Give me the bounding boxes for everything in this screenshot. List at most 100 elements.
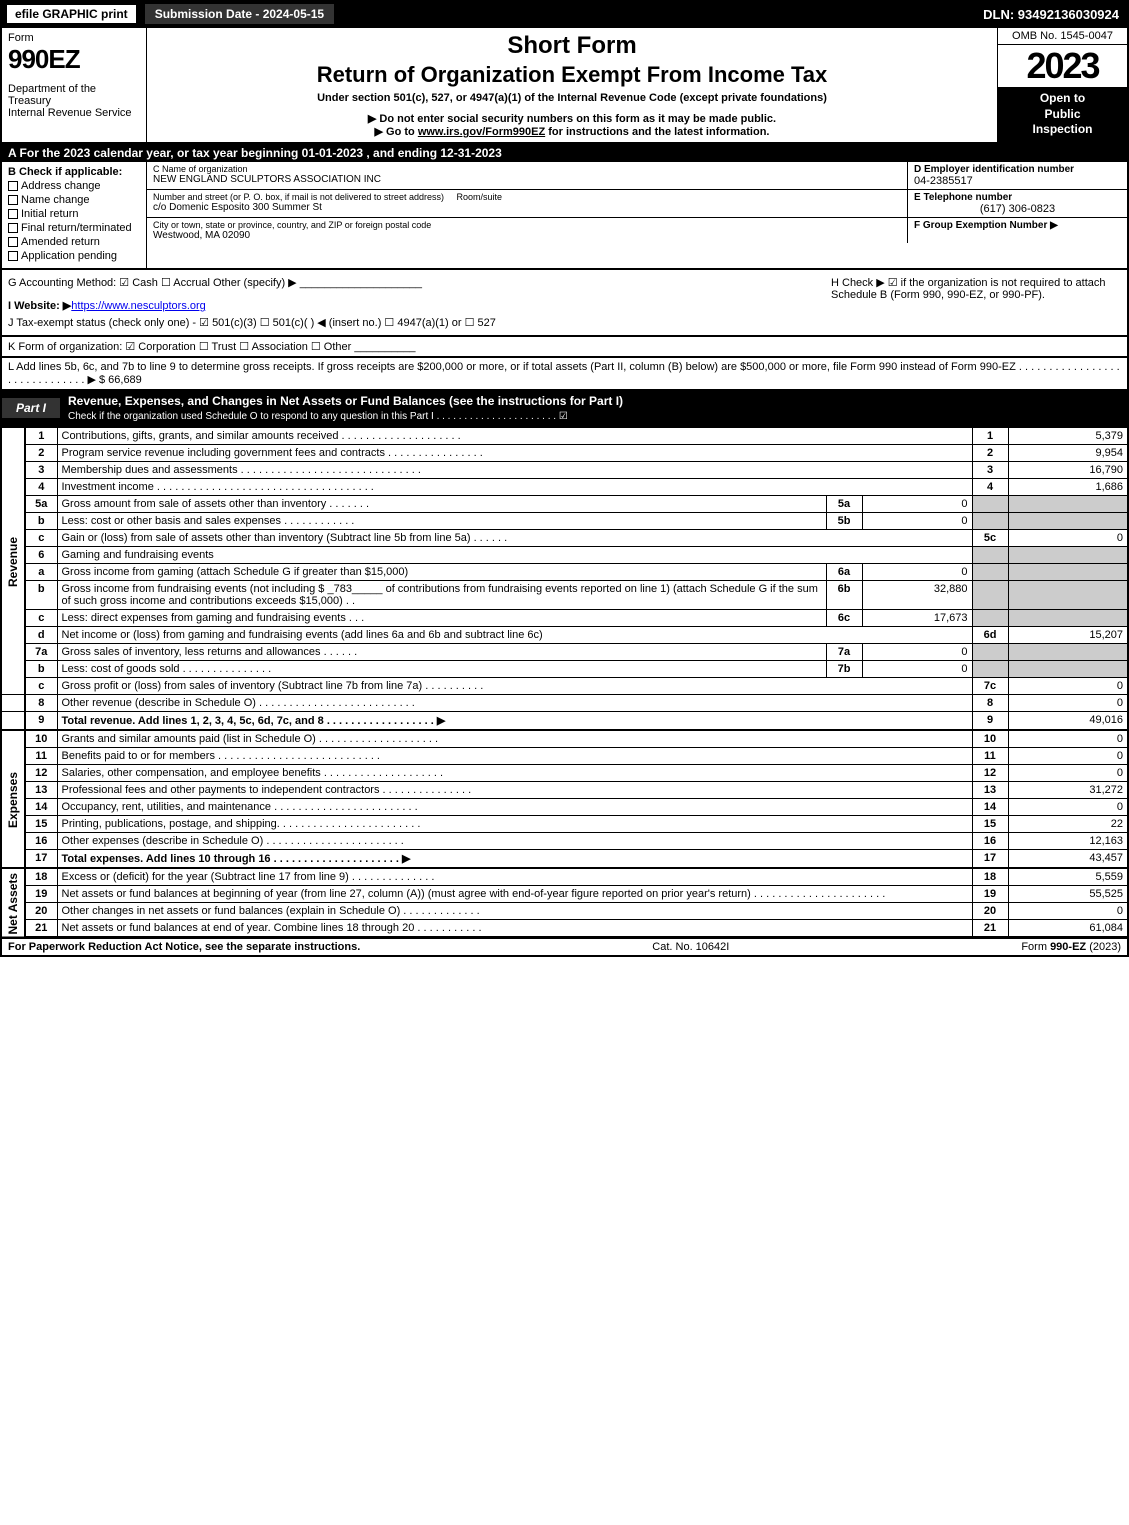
efile-print-button[interactable]: efile GRAPHIC print xyxy=(6,4,137,24)
line-5a: 5aGross amount from sale of assets other… xyxy=(1,496,1128,513)
form-word: Form xyxy=(8,32,140,44)
line-7c: cGross profit or (loss) from sales of in… xyxy=(1,678,1128,695)
revenue-side-label: Revenue xyxy=(1,428,25,695)
chk-final-return[interactable]: Final return/terminated xyxy=(8,222,140,234)
city-label: City or town, state or province, country… xyxy=(153,220,901,230)
part-1-header: Part I Revenue, Expenses, and Changes in… xyxy=(0,391,1129,427)
col-b-checkboxes: B Check if applicable: Address change Na… xyxy=(2,162,147,268)
page-footer: For Paperwork Reduction Act Notice, see … xyxy=(0,938,1129,957)
line-7a: 7aGross sales of inventory, less returns… xyxy=(1,644,1128,661)
chk-application-pending[interactable]: Application pending xyxy=(8,250,140,262)
line-16: 16Other expenses (describe in Schedule O… xyxy=(1,833,1128,850)
line-7b: bLess: cost of goods sold . . . . . . . … xyxy=(1,661,1128,678)
chk-address-change[interactable]: Address change xyxy=(8,180,140,192)
j-tax-exempt: J Tax-exempt status (check only one) - ☑… xyxy=(8,316,821,329)
line-21: 21Net assets or fund balances at end of … xyxy=(1,920,1128,938)
section-ghij: G Accounting Method: ☑ Cash ☐ Accrual Ot… xyxy=(0,270,1129,337)
submission-date-label: Submission Date - 2024-05-15 xyxy=(145,4,334,24)
room-label: Room/suite xyxy=(456,192,502,202)
footer-form-ref: Form 990-EZ (2023) xyxy=(1021,941,1121,953)
revenue-table: Revenue 1Contributions, gifts, grants, a… xyxy=(0,427,1129,730)
line-20: 20Other changes in net assets or fund ba… xyxy=(1,903,1128,920)
line-6: 6Gaming and fundraising events xyxy=(1,547,1128,564)
line-10: Expenses 10Grants and similar amounts pa… xyxy=(1,731,1128,748)
line-3: 3Membership dues and assessments . . . .… xyxy=(1,462,1128,479)
f-label: F Group Exemption Number ▶ xyxy=(914,220,1121,231)
expenses-table: Expenses 10Grants and similar amounts pa… xyxy=(0,730,1129,868)
row-k: K Form of organization: ☑ Corporation ☐ … xyxy=(0,337,1129,358)
form-number: 990EZ xyxy=(8,44,140,75)
row-l: L Add lines 5b, 6c, and 7b to line 9 to … xyxy=(0,358,1129,391)
main-title: Return of Organization Exempt From Incom… xyxy=(155,62,989,88)
omb-number: OMB No. 1545-0047 xyxy=(998,28,1127,45)
chk-amended-return[interactable]: Amended return xyxy=(8,236,140,248)
open-to-public-box: Open to Public Inspection xyxy=(998,87,1127,142)
chk-initial-return[interactable]: Initial return xyxy=(8,208,140,220)
chk-name-change[interactable]: Name change xyxy=(8,194,140,206)
line-2: 2Program service revenue including gover… xyxy=(1,445,1128,462)
line-19: 19Net assets or fund balances at beginni… xyxy=(1,886,1128,903)
dept-line-1: Department of the Treasury xyxy=(8,83,140,107)
line-6b: bGross income from fundraising events (n… xyxy=(1,581,1128,610)
address-value: c/o Domenic Esposito 300 Summer St xyxy=(153,202,901,213)
open-line-1: Open to xyxy=(1002,91,1123,107)
line-6a: aGross income from gaming (attach Schedu… xyxy=(1,564,1128,581)
net-assets-table: Net Assets 18Excess or (deficit) for the… xyxy=(0,868,1129,938)
netassets-side-label: Net Assets xyxy=(1,869,25,938)
header-right: OMB No. 1545-0047 2023 Open to Public In… xyxy=(997,28,1127,142)
i-website: I Website: ▶https://www.nesculptors.org xyxy=(8,299,821,312)
row-a-tax-year: A For the 2023 calendar year, or tax yea… xyxy=(0,144,1129,162)
line-17: 17Total expenses. Add lines 10 through 1… xyxy=(1,850,1128,868)
line-15: 15Printing, publications, postage, and s… xyxy=(1,816,1128,833)
header-center: Short Form Return of Organization Exempt… xyxy=(147,28,997,142)
ein-value: 04-2385517 xyxy=(914,175,1121,187)
org-name: NEW ENGLAND SCULPTORS ASSOCIATION INC xyxy=(153,174,901,185)
line-6c: cLess: direct expenses from gaming and f… xyxy=(1,610,1128,627)
open-line-2: Public xyxy=(1002,107,1123,123)
line-4: 4Investment income . . . . . . . . . . .… xyxy=(1,479,1128,496)
section-bcdef: B Check if applicable: Address change Na… xyxy=(0,162,1129,270)
phone-value: (617) 306-0823 xyxy=(914,203,1121,215)
c-label: C Name of organization xyxy=(153,164,901,174)
line-18: Net Assets 18Excess or (deficit) for the… xyxy=(1,869,1128,886)
line-1: Revenue 1Contributions, gifts, grants, a… xyxy=(1,428,1128,445)
line-12: 12Salaries, other compensation, and empl… xyxy=(1,765,1128,782)
line-14: 14Occupancy, rent, utilities, and mainte… xyxy=(1,799,1128,816)
dept-line-2: Internal Revenue Service xyxy=(8,107,140,119)
line-6d: dNet income or (loss) from gaming and fu… xyxy=(1,627,1128,644)
city-cell: City or town, state or province, country… xyxy=(147,218,907,243)
part-1-label: Part I xyxy=(2,398,60,418)
line-5b: bLess: cost or other basis and sales exp… xyxy=(1,513,1128,530)
bullet-2: ▶ Go to www.irs.gov/Form990EZ for instru… xyxy=(155,125,989,138)
short-form-title: Short Form xyxy=(155,32,989,60)
line-11: 11Benefits paid to or for members . . . … xyxy=(1,748,1128,765)
irs-link[interactable]: www.irs.gov/Form990EZ xyxy=(418,126,545,138)
open-line-3: Inspection xyxy=(1002,122,1123,138)
bullet-2-post: for instructions and the latest informat… xyxy=(545,126,769,138)
line-8: 8Other revenue (describe in Schedule O) … xyxy=(1,695,1128,712)
e-phone-cell: E Telephone number (617) 306-0823 xyxy=(907,190,1127,217)
c-name-cell: C Name of organization NEW ENGLAND SCULP… xyxy=(147,162,907,189)
top-bar: efile GRAPHIC print Submission Date - 20… xyxy=(0,0,1129,28)
d-ein-cell: D Employer identification number 04-2385… xyxy=(907,162,1127,189)
form-header: Form 990EZ Department of the Treasury In… xyxy=(0,28,1129,144)
part-1-title: Revenue, Expenses, and Changes in Net As… xyxy=(60,391,631,425)
part-1-sub: Check if the organization used Schedule … xyxy=(68,411,568,422)
bullet-1: ▶ Do not enter social security numbers o… xyxy=(155,112,989,125)
e-label: E Telephone number xyxy=(914,192,1121,203)
line-5c: cGain or (loss) from sale of assets othe… xyxy=(1,530,1128,547)
h-schedule-b: H Check ▶ ☑ if the organization is not r… xyxy=(821,276,1121,329)
f-group-cell: F Group Exemption Number ▶ xyxy=(907,218,1127,243)
expenses-side-label: Expenses xyxy=(1,731,25,868)
i-website-prefix: I Website: ▶ xyxy=(8,300,71,312)
bullet-2-pre: ▶ Go to xyxy=(375,126,418,138)
d-label: D Employer identification number xyxy=(914,164,1121,175)
header-left: Form 990EZ Department of the Treasury In… xyxy=(2,28,147,142)
g-accounting: G Accounting Method: ☑ Cash ☐ Accrual Ot… xyxy=(8,276,821,289)
under-section: Under section 501(c), 527, or 4947(a)(1)… xyxy=(155,92,989,104)
address-cell: Number and street (or P. O. box, if mail… xyxy=(147,190,907,217)
footer-left: For Paperwork Reduction Act Notice, see … xyxy=(8,941,360,953)
b-label: B Check if applicable: xyxy=(8,166,140,178)
line-9: 9Total revenue. Add lines 1, 2, 3, 4, 5c… xyxy=(1,712,1128,730)
website-link[interactable]: https://www.nesculptors.org xyxy=(71,300,206,312)
